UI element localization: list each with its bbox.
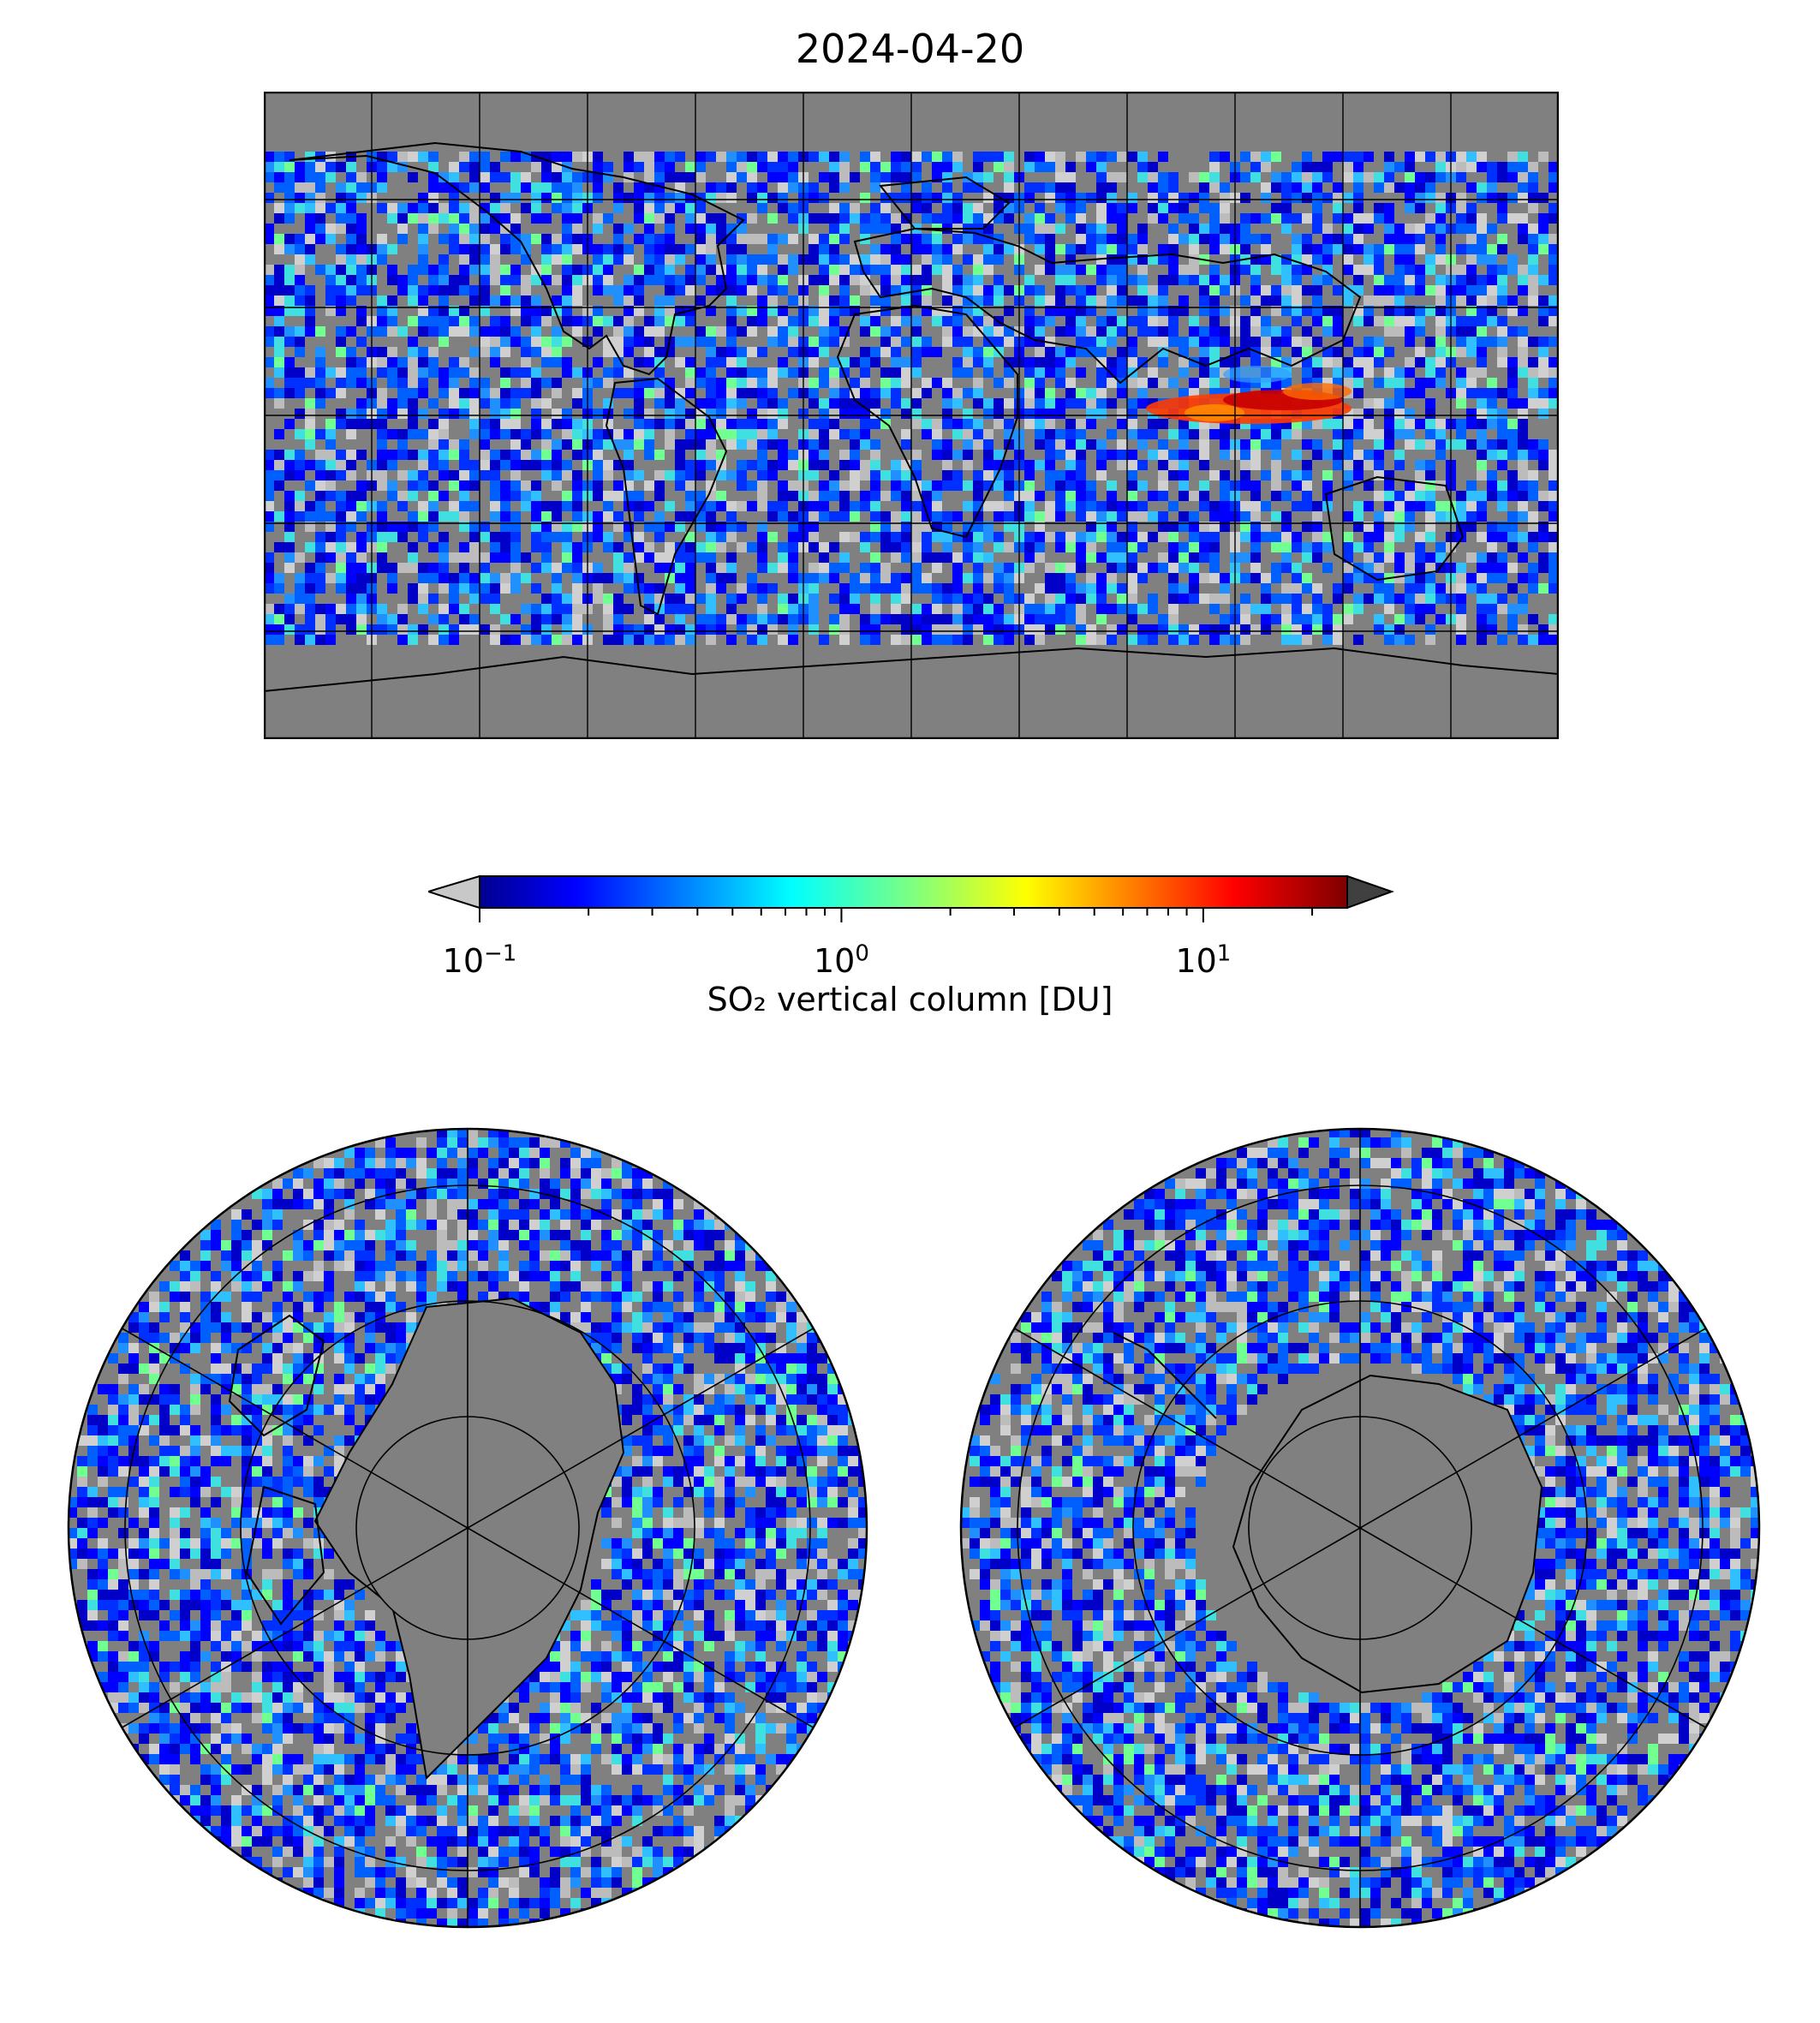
antarctic-peninsula — [1113, 1332, 1217, 1419]
colorbar-canvas — [428, 874, 1394, 922]
world-map-canvas — [264, 92, 1559, 739]
south-polar-canvas — [959, 1127, 1761, 1929]
colorbar-under-extend — [428, 874, 480, 910]
figure-title: 2024-04-20 — [795, 26, 1025, 72]
colorbar-over-extend — [1346, 874, 1394, 910]
colorbar-label: SO₂ vertical column [DU] — [707, 981, 1113, 1018]
north-graticule — [122, 1129, 814, 1927]
world-map-frame — [264, 92, 1559, 739]
south-polar-map — [959, 1127, 1761, 1929]
colorbar-tick-label: 100 — [813, 940, 869, 980]
colorbar-tick-label: 10−1 — [442, 940, 517, 980]
world-map — [264, 92, 1559, 739]
north-polar-canvas — [67, 1127, 868, 1929]
world-graticule — [264, 92, 1559, 739]
world-coastlines — [264, 141, 1559, 692]
north-polar-map — [67, 1127, 868, 1929]
colorbar-tick-label: 101 — [1175, 940, 1232, 980]
colorbar-ticks — [479, 908, 1314, 922]
so2-plume-southeast-asia — [1146, 366, 1352, 424]
colorbar-gradient — [480, 876, 1347, 908]
south-map-frame — [959, 1127, 1761, 1929]
south-graticule — [1014, 1129, 1706, 1927]
north-map-frame — [67, 1127, 868, 1929]
colorbar: 10−1 100 101 — [428, 869, 1396, 1041]
